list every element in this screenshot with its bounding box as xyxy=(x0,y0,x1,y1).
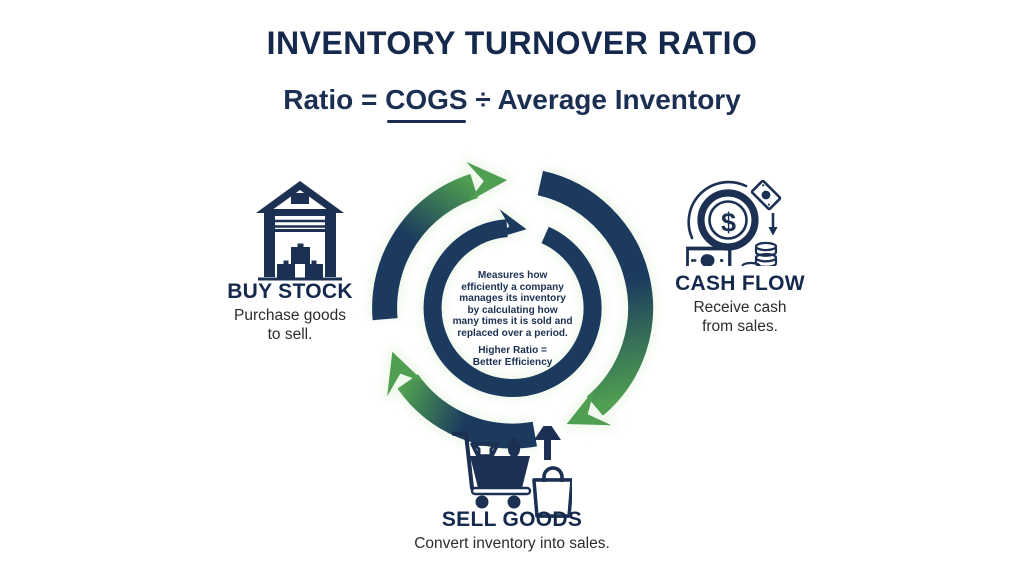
svg-text:$: $ xyxy=(721,208,736,238)
